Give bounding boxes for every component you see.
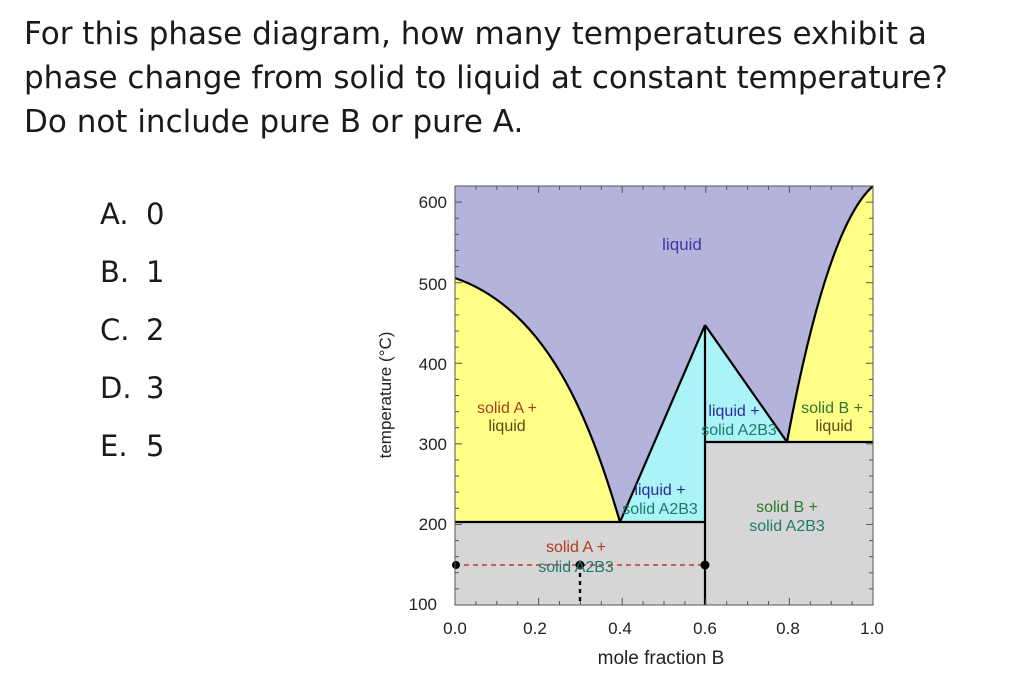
marker-point-mid [575, 560, 585, 570]
y-tick-label: 600 [419, 193, 447, 212]
y-tick-label: 400 [419, 355, 447, 374]
label-solid-a-compound-2: solid A2B3 [538, 559, 614, 576]
label-solid-b-compound-1: solid B + [756, 499, 818, 516]
choice-c[interactable]: C. 2 [100, 308, 164, 366]
x-axis-label: mole fraction B [598, 648, 725, 669]
choice-e-letter: E. [100, 429, 128, 463]
x-tick-label: 0.0 [443, 619, 467, 638]
x-tick-label: 0.8 [776, 619, 800, 638]
region-solid-b-compound-area [705, 442, 873, 605]
choice-a-value: 0 [146, 197, 165, 231]
x-tick-label: 0.4 [608, 619, 632, 638]
marker-point-right [700, 560, 710, 570]
x-tick-label: 0.6 [693, 619, 717, 638]
y-tick-label: 200 [419, 515, 447, 534]
x-tick-label: 0.2 [523, 619, 547, 638]
marker-point-left [452, 561, 460, 569]
y-tick-label: 100 [409, 595, 437, 614]
label-liquid-compound-left-2: solid A2B3 [622, 501, 698, 518]
label-liquid-compound-right-2: solid A2B3 [701, 422, 777, 439]
label-solid-b-compound-2: solid A2B3 [749, 518, 825, 535]
label-solid-b-liquid-1: solid B + [801, 400, 863, 417]
label-solid-a-liquid-2: liquid [488, 418, 525, 435]
liquidus-b-line [785, 185, 874, 443]
label-liquid-compound-right-1: liquid + [708, 403, 759, 420]
answer-choices: A. 0 B. 1 C. 2 D. 3 E. 5 [100, 192, 164, 482]
region-solid-b-liquid-area [787, 186, 873, 442]
choice-d[interactable]: D. 3 [100, 366, 164, 424]
choice-b-value: 1 [146, 255, 165, 289]
question-text: For this phase diagram, how many tempera… [24, 16, 948, 140]
choice-e-value: 5 [146, 429, 165, 463]
choice-b-letter: B. [100, 255, 130, 289]
y-axis-label: temperature (°C) [376, 332, 395, 459]
choice-c-value: 2 [146, 313, 165, 347]
label-liquid-compound-left-1: liquid + [634, 482, 685, 499]
x-tick-label: 1.0 [860, 619, 884, 638]
region-liquid-area [455, 186, 873, 522]
region-solid-a-liquid-area [455, 278, 620, 522]
liquidus-compound-left-line [618, 324, 707, 523]
choice-d-value: 3 [146, 371, 165, 405]
liquidus-compound-right-line [704, 324, 788, 443]
label-solid-a-liquid-1: solid A + [477, 400, 537, 417]
choice-e[interactable]: E. 5 [100, 424, 164, 482]
label-liquid: liquid [662, 235, 702, 254]
choice-a[interactable]: A. 0 [100, 192, 164, 250]
y-tick-label: 500 [419, 275, 447, 294]
choice-a-letter: A. [100, 197, 129, 231]
choice-b[interactable]: B. 1 [100, 250, 164, 308]
liquidus-a-line [454, 276, 622, 523]
choice-c-letter: C. [100, 313, 130, 347]
label-solid-a-compound-1: solid A + [546, 539, 606, 556]
choice-d-letter: D. [100, 371, 132, 405]
y-tick-label: 300 [419, 435, 447, 454]
label-solid-b-liquid-2: liquid [815, 418, 852, 435]
tick-marks [454, 185, 874, 606]
